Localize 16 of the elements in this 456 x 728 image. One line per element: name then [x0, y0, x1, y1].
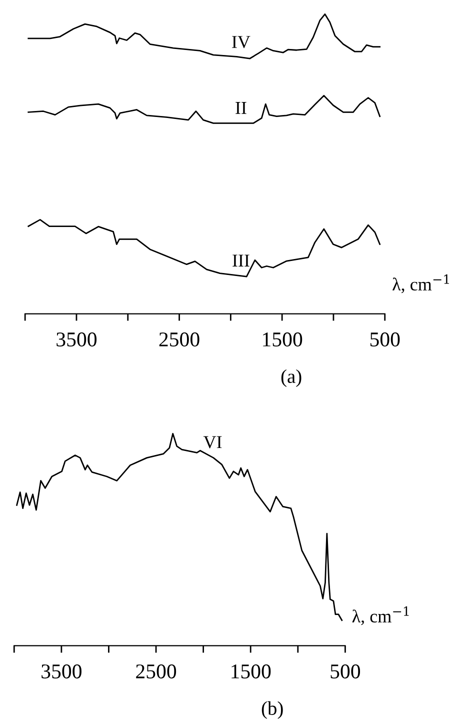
series-label: IV	[232, 36, 250, 48]
x-tick-label: 3500	[42, 664, 82, 678]
x-tick-label: 500	[370, 332, 400, 346]
text: (b)	[262, 701, 283, 719]
x-axis-title: λ, cm$^{−1}$	[352, 606, 409, 626]
series-label: II	[236, 102, 246, 114]
text: (a)	[281, 369, 302, 387]
x-tick-label: 3500	[56, 332, 97, 346]
x-tick-label: 2500	[136, 664, 176, 678]
x-tick-label: 1500	[232, 664, 271, 678]
x-tick-label: 1500	[263, 332, 302, 346]
series-label: III	[232, 254, 250, 267]
series-label: VI	[203, 436, 222, 448]
x-axis-title: λ, cm$^{−1}$	[392, 274, 449, 294]
x-tick-label: 2500	[159, 332, 200, 346]
x-tick-label: 500	[330, 664, 360, 678]
